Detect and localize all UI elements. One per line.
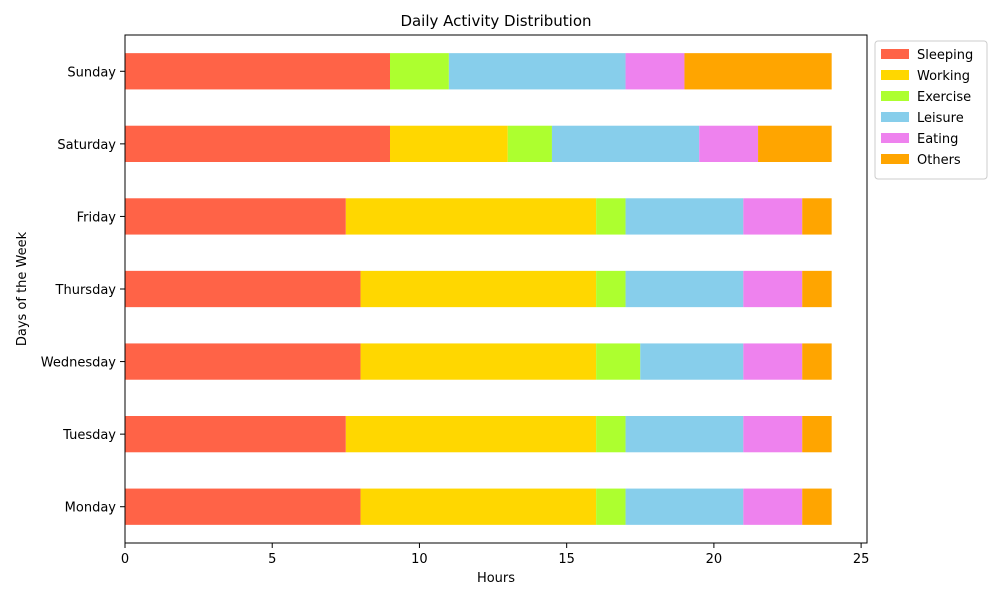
legend-swatch-leisure [881, 112, 909, 122]
y-axis-label: Days of the Week [15, 231, 30, 346]
chart-title: Daily Activity Distribution [400, 12, 591, 30]
legend-label-sleeping: Sleeping [917, 48, 973, 63]
y-tick-label-sunday: Sunday [67, 65, 116, 80]
bar-segment-sunday-eating [625, 53, 685, 90]
x-tick-label: 5 [268, 552, 276, 567]
bar-segment-thursday-others [802, 270, 832, 308]
x-tick-label: 0 [121, 552, 129, 567]
bar-segment-tuesday-leisure [625, 416, 744, 453]
bar-segment-friday-working [345, 198, 597, 235]
bar-segment-tuesday-sleeping [125, 416, 346, 453]
legend-label-leisure: Leisure [917, 111, 964, 126]
x-tick-label: 15 [558, 552, 575, 567]
bar-segment-wednesday-exercise [596, 343, 641, 380]
y-tick-label-monday: Monday [65, 501, 117, 516]
bar-segment-tuesday-others [802, 416, 832, 453]
bars-layer [125, 53, 832, 525]
bar-segment-tuesday-working [345, 416, 597, 453]
bar-segment-thursday-eating [743, 270, 803, 308]
bar-segment-saturday-working [390, 125, 508, 162]
bar-segment-tuesday-eating [743, 416, 803, 453]
bar-segment-sunday-leisure [448, 53, 626, 90]
bar-segment-tuesday-exercise [596, 416, 626, 453]
bar-segment-wednesday-sleeping [125, 343, 361, 380]
bar-segment-monday-working [360, 488, 597, 525]
bar-segment-wednesday-eating [743, 343, 803, 380]
bar-segment-friday-eating [743, 198, 803, 235]
bar-segment-monday-exercise [596, 488, 626, 525]
legend-swatch-others [881, 154, 909, 164]
legend-swatch-working [881, 70, 909, 80]
bar-segment-thursday-leisure [625, 270, 744, 308]
bar-segment-thursday-exercise [596, 270, 626, 308]
bar-segment-sunday-sleeping [125, 53, 390, 90]
legend: Sleeping Working Exercise Leisure Eating Othe… [874, 40, 988, 180]
bar-segment-wednesday-leisure [640, 343, 744, 380]
y-tick-label-friday: Friday [77, 210, 117, 225]
y-tick-label-saturday: Saturday [57, 138, 116, 153]
bar-segment-sunday-others [684, 53, 832, 90]
bar-segment-saturday-eating [699, 125, 759, 162]
bar-segment-monday-sleeping [125, 488, 361, 525]
bar-segment-saturday-leisure [551, 125, 700, 162]
bar-segment-sunday-exercise [390, 53, 449, 90]
bar-segment-saturday-sleeping [125, 125, 390, 162]
bar-segment-friday-others [802, 198, 832, 235]
x-axis-label: Hours [477, 571, 515, 586]
legend-swatch-eating [881, 133, 909, 143]
bar-segment-friday-sleeping [125, 198, 346, 235]
bar-segment-friday-exercise [596, 198, 626, 235]
legend-label-eating: Eating [917, 132, 958, 147]
x-tick-label: 25 [853, 552, 870, 567]
bar-segment-saturday-others [758, 125, 832, 162]
legend-label-exercise: Exercise [917, 90, 971, 105]
legend-label-working: Working [917, 69, 970, 84]
x-tick-label: 20 [706, 552, 723, 567]
bar-segment-saturday-exercise [507, 125, 552, 162]
bar-segment-thursday-sleeping [125, 270, 361, 308]
legend-swatch-exercise [881, 91, 909, 101]
y-tick-label-thursday: Thursday [55, 283, 117, 298]
legend-label-others: Others [917, 153, 961, 168]
bar-segment-wednesday-working [360, 343, 597, 380]
y-tick-label-tuesday: Tuesday [62, 428, 116, 443]
x-tick-label: 10 [411, 552, 428, 567]
bar-segment-friday-leisure [625, 198, 744, 235]
bar-segment-thursday-working [360, 270, 597, 308]
bar-segment-wednesday-others [802, 343, 832, 380]
y-tick-label-wednesday: Wednesday [41, 356, 117, 371]
legend-swatch-sleeping [881, 49, 909, 59]
bar-segment-monday-eating [743, 488, 803, 525]
bar-segment-monday-leisure [625, 488, 744, 525]
bar-segment-monday-others [802, 488, 832, 525]
axes-layer: 0 5 10 15 20 25 Monday Tuesday Wednesday Thursday… [41, 34, 870, 567]
